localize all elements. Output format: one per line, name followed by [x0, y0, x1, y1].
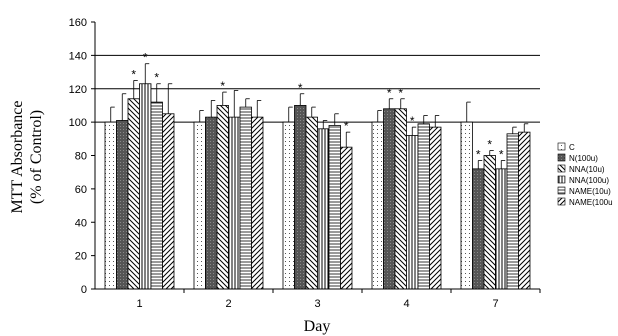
bar-2-1: [205, 116, 218, 290]
axes: [91, 21, 541, 293]
x-tick-label: 7: [492, 298, 498, 310]
legend-label: C: [569, 143, 575, 152]
legend-label: NAME(100u: [569, 198, 613, 207]
bar-1-1: [116, 120, 129, 290]
significance-star: *: [131, 67, 136, 81]
x-tick-label: 2: [225, 298, 231, 310]
bar-3-3: [317, 128, 330, 290]
bar-1-0: [104, 121, 117, 290]
y-tick-label: 120: [69, 84, 87, 96]
legend: C N(100u) NNA(10u) NNA(100u) NAME(10u) NAME(1…: [557, 142, 613, 207]
legend-swatch: [557, 164, 566, 173]
bar-4-3: [406, 135, 419, 290]
bar-2-2: [216, 105, 229, 290]
y-tick-label: 60: [75, 184, 87, 196]
bar-4-2: [394, 108, 407, 290]
legend-swatch: [557, 186, 566, 195]
significance-star: *: [220, 79, 225, 93]
bar-3-2: [305, 116, 318, 290]
bar-2-3: [228, 116, 241, 290]
legend-label: N(100u): [569, 154, 598, 163]
y-tick-label: 160: [69, 17, 87, 29]
legend-swatch: [557, 197, 566, 206]
y-tick-label: 80: [75, 151, 87, 163]
significance-star: *: [410, 114, 415, 128]
bar-1-5: [162, 113, 175, 290]
legend-label: NNA(100u): [569, 176, 609, 185]
bar-4-0: [371, 121, 384, 290]
x-tick-labels: 1 2 3 4 7: [136, 298, 498, 310]
bar-3-1: [294, 105, 307, 290]
bar-2-0: [193, 121, 206, 290]
bar-2-4: [239, 106, 252, 290]
bar-1-4: [150, 101, 163, 290]
x-tick-label: 4: [403, 298, 409, 310]
significance-star: *: [154, 71, 159, 85]
significance-star: *: [387, 86, 392, 100]
significance-star: *: [499, 148, 504, 162]
significance-star: *: [298, 81, 303, 95]
y-tick-label: 20: [75, 251, 87, 263]
legend-label: NAME(10u): [569, 187, 611, 196]
bar-3-0: [282, 121, 295, 290]
y-axis-title-line-2: (% of Control): [28, 110, 45, 204]
y-axis-title-line-1: MTT Absorbance: [9, 100, 26, 213]
bars: * * * * * * * * * * * *: [104, 51, 531, 290]
y-tick-label: 100: [69, 117, 87, 129]
bar-3-4: [328, 125, 341, 290]
bar-4-5: [429, 126, 442, 290]
bar-7-0: [460, 121, 473, 290]
y-tick-label: 140: [69, 50, 87, 62]
bar-4-4: [417, 123, 430, 290]
significance-star: *: [344, 119, 349, 133]
y-tick-label: 40: [75, 217, 87, 229]
y-tick-labels: 0 20 40 60 80 100 120 140 160: [69, 17, 87, 296]
legend-swatch: [557, 175, 566, 184]
x-axis-title: Day: [304, 318, 331, 335]
bar-4-1: [383, 108, 396, 290]
significance-star: *: [476, 148, 481, 162]
significance-star: *: [398, 86, 403, 100]
legend-swatch: [557, 153, 566, 162]
bar-7-3: [495, 168, 508, 290]
legend-label: NNA(10u): [569, 165, 605, 174]
bar-7-2: [483, 155, 496, 290]
legend-swatch: [557, 142, 566, 151]
bar-2-5: [251, 116, 264, 290]
x-tick-label: 3: [314, 298, 320, 310]
bar-1-2: [127, 98, 140, 290]
bar-1-3: [139, 83, 152, 290]
y-tick-label: 0: [81, 284, 87, 296]
bar-7-5: [518, 131, 531, 290]
significance-star: *: [143, 51, 148, 65]
y-axis-title: MTT Absorbance (% of Control): [9, 100, 45, 213]
bar-3-5: [340, 146, 353, 290]
bar-7-4: [506, 133, 519, 290]
significance-star: *: [487, 137, 492, 151]
bar-7-1: [472, 168, 485, 290]
x-tick-label: 1: [136, 298, 142, 310]
